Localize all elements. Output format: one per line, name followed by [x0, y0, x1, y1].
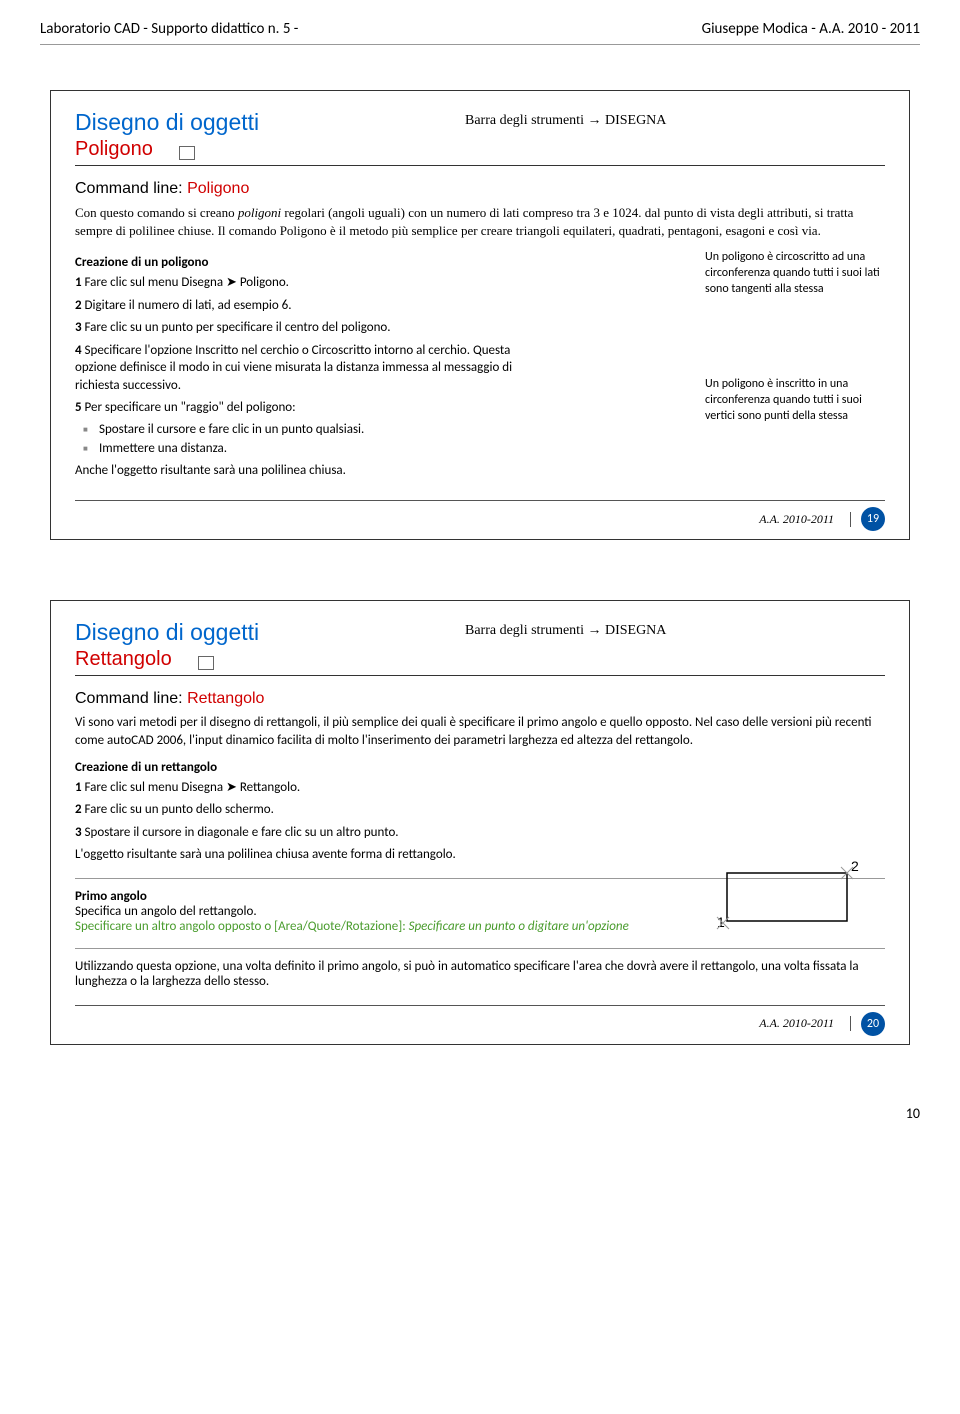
rectangle-diagram: 1 2	[709, 861, 869, 933]
section-heading: Creazione di un poligono	[75, 255, 685, 270]
slide-subtitle: Poligono	[75, 138, 153, 161]
slide-rettangolo: Disegno di oggetti Rettangolo Barra degl…	[50, 600, 910, 1044]
step: 2 Fare clic su un punto dello schermo.	[75, 801, 885, 819]
slide-title: Disegno di oggetti	[75, 619, 465, 646]
step: 4 Specificare l'opzione Inscritto nel ce…	[75, 342, 555, 395]
divider	[75, 165, 885, 166]
step: 1 Fare clic sul menu Disegna ➤ Poligono.	[75, 274, 685, 292]
rectangle-tool-icon	[198, 656, 214, 670]
slide-subtitle: Rettangolo	[75, 648, 172, 671]
footer-year: A.A. 2010-2011	[759, 512, 851, 527]
step: 1 Fare clic sul menu Disegna ➤ Rettangol…	[75, 779, 885, 797]
step: 3 Spostare il cursore in diagonale e far…	[75, 824, 885, 842]
intro-text: Con questo comando si creano poligoni re…	[75, 204, 885, 239]
bullet: Immettere una distanza.	[99, 441, 685, 456]
command-line: Command line: Poligono	[75, 180, 885, 198]
bullet: Spostare il cursore e fare clic in un pu…	[99, 422, 685, 437]
slide-title: Disegno di oggetti	[75, 109, 465, 136]
slide-footer: A.A. 2010-2011 20	[75, 1005, 885, 1036]
sidenote-circoscritto: Un poligono è circoscritto ad una circon…	[705, 249, 885, 298]
closing-text: Anche l'oggetto risultante sarà una poli…	[75, 462, 685, 480]
step: 3 Fare clic su un punto per specificare …	[75, 319, 685, 337]
slide-poligono: Disegno di oggetti Poligono Barra degli …	[50, 90, 910, 540]
step: 5 Per specificare un "raggio" del poligo…	[75, 399, 685, 417]
footer-year: A.A. 2010-2011	[759, 1016, 851, 1031]
step: 2 Digitare il numero di lati, ad esempio…	[75, 297, 685, 315]
toolbar-label: Barra degli strumenti → DISEGNA	[465, 113, 666, 129]
sidenote-inscritto: Un poligono è inscritto in una circonfer…	[705, 376, 885, 425]
slide-footer: A.A. 2010-2011 19	[75, 500, 885, 531]
footer-page-badge: 19	[861, 507, 885, 531]
intro-text: Vi sono vari metodi per il disegno di re…	[75, 714, 885, 749]
toolbar-label: Barra degli strumenti → DISEGNA	[465, 623, 666, 639]
header-left: Laboratorio CAD - Supporto didattico n. …	[40, 20, 298, 38]
final-note: Utilizzando questa opzione, una volta de…	[75, 948, 885, 989]
polygon-tool-icon	[179, 146, 195, 160]
divider	[75, 675, 885, 676]
page-number: 10	[40, 1105, 920, 1122]
command-line: Command line: Rettangolo	[75, 690, 885, 708]
header-right: Giuseppe Modica - A.A. 2010 - 2011	[702, 20, 920, 38]
page-header: Laboratorio CAD - Supporto didattico n. …	[40, 20, 920, 45]
section-heading: Creazione di un rettangolo	[75, 760, 885, 775]
footer-page-badge: 20	[861, 1012, 885, 1036]
